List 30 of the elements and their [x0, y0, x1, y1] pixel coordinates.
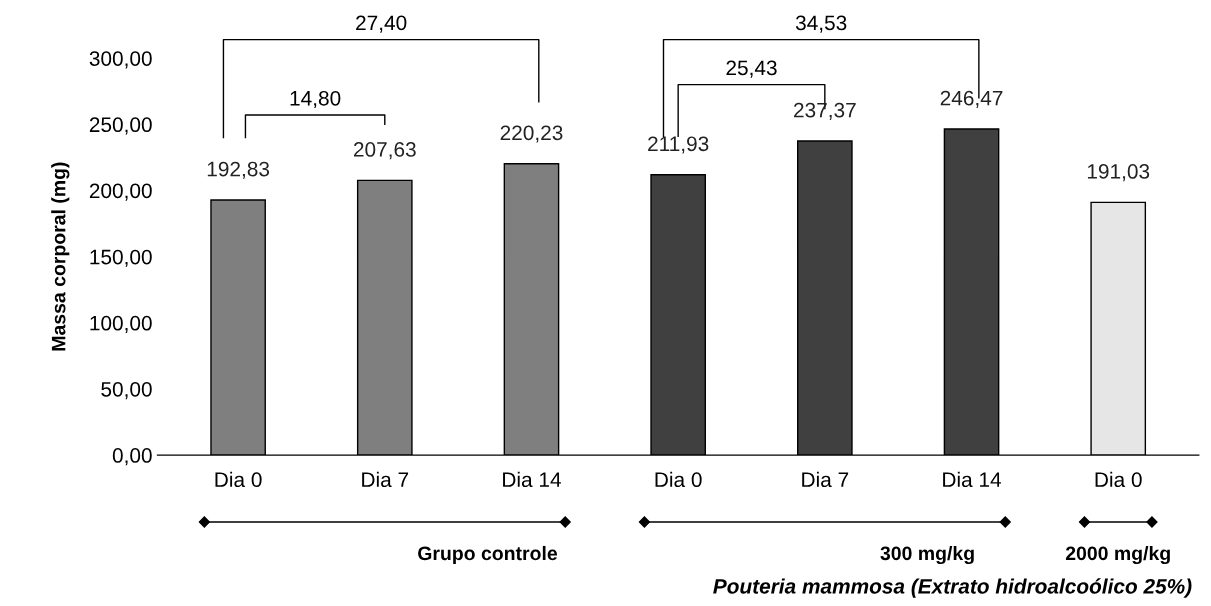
x-tick-label: Dia 7 — [802, 471, 849, 488]
y-tick-label: 100,00 — [90, 315, 152, 334]
text: Pouteria mammosa (Extrato hidroalcoólico 25%) — [713, 578, 1192, 598]
y-tick-label: 200,00 — [89, 183, 152, 201]
data-label: 237,37 — [794, 102, 856, 120]
x-tick-label: Dia 14 — [943, 471, 1002, 488]
y-tick-label: 50,00 — [101, 381, 152, 400]
text: Grupo controle — [418, 545, 558, 565]
x-tick-label: Dia 0 — [655, 471, 702, 488]
annotation: 25,43 — [726, 60, 777, 78]
y-tick-label: 150,00 — [90, 249, 152, 267]
data-label: 220,23 — [500, 125, 563, 143]
y-tick-label: 250,00 — [89, 117, 152, 135]
data-label: 191,03 — [1087, 164, 1150, 182]
text: 34,53 — [795, 15, 847, 33]
text: 300 mg/kg — [880, 545, 974, 565]
x-tick-label: Dia 0 — [215, 471, 262, 488]
y-tick-label: 0,00 — [112, 448, 152, 466]
annotation: 14,80 — [290, 90, 341, 109]
data-label: 192,83 — [207, 161, 270, 179]
data-label: 246,47 — [940, 90, 1003, 108]
y-axis-title: Massa corporal (mg) — [51, 162, 70, 351]
x-tick-label: Dia 0 — [1095, 471, 1142, 488]
data-label: 207,63 — [353, 142, 416, 160]
text: 27,40 — [356, 15, 407, 33]
x-tick-label: Dia 7 — [362, 471, 409, 488]
text: 2000 mg/kg — [1065, 545, 1170, 565]
data-label: 211,93 — [648, 136, 709, 154]
y-tick-label: 300,00 — [89, 51, 152, 69]
x-tick-label: Dia 14 — [503, 471, 561, 488]
